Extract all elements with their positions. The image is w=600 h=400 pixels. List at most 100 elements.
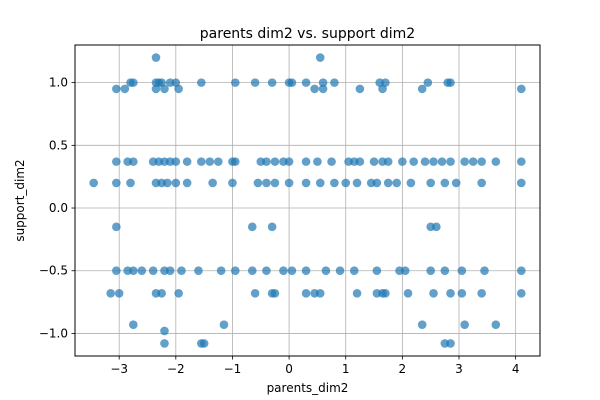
plot-frame <box>74 44 541 357</box>
scatter-point <box>151 84 161 94</box>
scatter-point <box>262 266 271 276</box>
scatter-point <box>451 178 461 188</box>
x-tick-label: 1 <box>342 362 350 376</box>
scatter-point <box>160 339 169 348</box>
scatter-point <box>446 157 455 166</box>
scatter-point <box>284 178 294 188</box>
scatter-point <box>197 157 206 166</box>
scatter-point <box>301 78 311 87</box>
scatter-point <box>194 266 203 276</box>
scatter-point <box>126 178 135 188</box>
scatter-point <box>341 178 351 188</box>
scatter-point <box>398 157 407 166</box>
scatter-point <box>400 266 410 276</box>
scatter-point <box>330 78 339 87</box>
scatter-point <box>301 157 311 166</box>
scatter-point <box>315 288 325 298</box>
scatter-point <box>287 266 297 276</box>
scatter-point <box>355 84 365 94</box>
y-tick-label: −1.0 <box>39 326 68 340</box>
y-tick-label: 0.0 <box>49 201 68 215</box>
scatter-point <box>199 339 209 348</box>
scatter-point <box>287 78 297 87</box>
scatter-point <box>284 157 294 166</box>
scatter-point <box>213 157 223 166</box>
scatter-point <box>114 288 124 298</box>
scatter-point <box>112 84 121 94</box>
scatter-point <box>177 266 186 276</box>
scatter-point <box>381 288 390 298</box>
x-tick-label: 3 <box>455 362 463 376</box>
scatter-point <box>429 288 438 298</box>
scatter-point <box>151 53 161 62</box>
scatter-point <box>477 157 486 166</box>
scatter-point <box>160 84 169 94</box>
scatter-point <box>228 178 237 188</box>
scatter-point <box>372 178 382 188</box>
scatter-point <box>517 84 526 94</box>
data-points <box>89 53 526 348</box>
scatter-point <box>301 178 311 188</box>
scatter-point <box>420 157 430 166</box>
scatter-point <box>352 178 362 188</box>
scatter-point <box>417 320 427 329</box>
scatter-point <box>112 178 121 188</box>
x-axis-label: parents_dim2 <box>267 381 349 395</box>
scatter-point <box>369 157 379 166</box>
scatter-point <box>262 157 271 166</box>
y-axis-label: support_dim2 <box>13 159 27 241</box>
scatter-point <box>160 326 169 336</box>
scatter-point <box>267 222 277 232</box>
scatter-point <box>182 157 192 166</box>
scatter-point <box>381 78 390 87</box>
scatter-point <box>301 266 311 276</box>
scatter-point <box>355 157 365 166</box>
x-tick-label: 4 <box>512 362 520 376</box>
scatter-point <box>330 178 339 188</box>
scatter-point <box>457 288 467 298</box>
axis-ticks: −3 −2 −1 0 1 2 3 4 −1.0 −0.5 0.0 0.5 1.0 <box>39 76 520 376</box>
scatter-point <box>460 320 469 329</box>
scatter-point <box>270 288 280 298</box>
scatter-point <box>321 266 331 276</box>
scatter-point <box>247 222 257 232</box>
scatter-point <box>491 157 501 166</box>
scatter-point <box>457 266 467 276</box>
scatter-point <box>230 157 240 166</box>
scatter-point <box>89 178 98 188</box>
scatter-point <box>112 157 121 166</box>
y-tick-label: 0.5 <box>49 138 68 152</box>
scatter-point <box>157 288 166 298</box>
scatter-point <box>446 78 455 87</box>
scatter-point <box>468 157 478 166</box>
chart-title: parents dim2 vs. support dim2 <box>200 26 415 42</box>
scatter-point <box>440 266 450 276</box>
scatter-point <box>129 157 138 166</box>
scatter-point <box>174 288 183 298</box>
scatter-point <box>517 288 526 298</box>
scatter-point <box>310 84 319 94</box>
scatter-point <box>171 178 181 188</box>
scatter-point <box>318 78 328 87</box>
scatter-point <box>417 84 427 94</box>
scatter-point <box>250 78 260 87</box>
x-tick-label: −2 <box>167 362 185 376</box>
scatter-point <box>129 78 138 87</box>
scatter-point <box>120 84 130 94</box>
scatter-point <box>426 266 435 276</box>
scatter-point <box>148 266 158 276</box>
scatter-point <box>315 53 325 62</box>
scatter-point <box>517 178 526 188</box>
y-tick-label: −0.5 <box>39 264 68 278</box>
scatter-point <box>392 178 402 188</box>
scatter-point <box>383 178 393 188</box>
scatter-point <box>446 288 455 298</box>
scatter-point <box>208 178 217 188</box>
x-tick-label: −3 <box>110 362 128 376</box>
scatter-point <box>491 320 501 329</box>
x-tick-label: −1 <box>224 362 242 376</box>
scatter-point <box>267 78 277 87</box>
scatter-point <box>477 288 486 298</box>
scatter-point <box>205 157 215 166</box>
scatter-point <box>403 288 413 298</box>
